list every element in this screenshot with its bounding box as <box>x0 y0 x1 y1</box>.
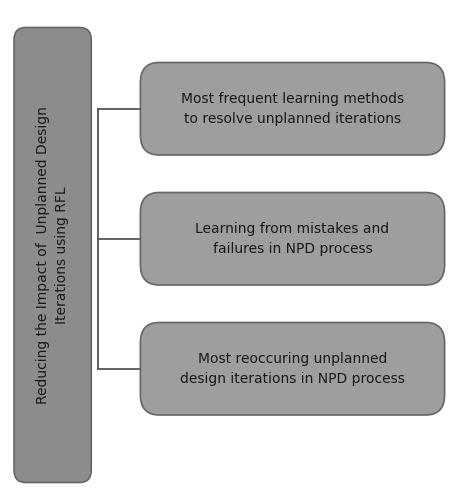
Text: Reducing the Impact of  Unplanned Design
Iterations using RFL: Reducing the Impact of Unplanned Design … <box>36 106 69 404</box>
FancyBboxPatch shape <box>14 28 91 482</box>
FancyBboxPatch shape <box>140 192 445 285</box>
Text: Most frequent learning methods
to resolve unplanned iterations: Most frequent learning methods to resolv… <box>181 92 404 126</box>
FancyBboxPatch shape <box>140 322 445 415</box>
Text: Learning from mistakes and
failures in NPD process: Learning from mistakes and failures in N… <box>196 222 389 256</box>
FancyBboxPatch shape <box>140 62 445 155</box>
Text: Most reoccuring unplanned
design iterations in NPD process: Most reoccuring unplanned design iterati… <box>180 352 405 386</box>
